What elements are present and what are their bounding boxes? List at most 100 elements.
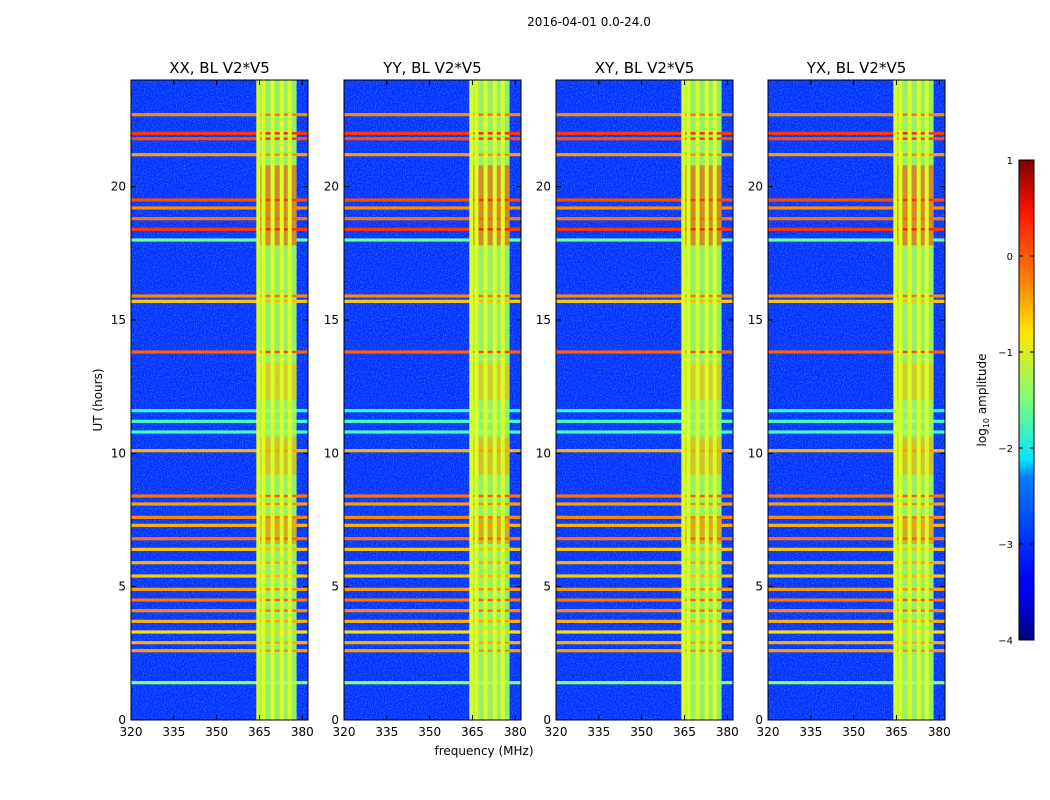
bright-channel [916, 80, 921, 720]
rfi-row [556, 113, 733, 117]
bright-channel [492, 80, 497, 720]
rfi-row [344, 537, 521, 541]
rfi-row [556, 537, 733, 541]
x-tick-label: 365 [461, 725, 484, 739]
rfi-row [768, 598, 945, 602]
y-tick-label: 5 [543, 580, 551, 594]
band-rfi-row [681, 537, 722, 540]
band-rfi-row [256, 609, 297, 612]
rfi-row [556, 419, 733, 423]
bright-channel [483, 80, 488, 720]
band-rfi-row [256, 537, 297, 540]
band-rfi-row [893, 537, 934, 540]
rfi-row [131, 113, 308, 117]
colorbar: 10−1−2−3−4 log10 amplitude [975, 156, 1035, 647]
band-rfi-row [681, 300, 722, 303]
rfi-row [768, 523, 945, 527]
rfi-row [131, 198, 308, 202]
band-rfi-row [469, 548, 510, 551]
rfi-row [768, 537, 945, 541]
rfi-row [344, 131, 521, 135]
band-rfi-row [681, 649, 722, 652]
rfi-row [556, 587, 733, 591]
rfi-row [556, 547, 733, 551]
rfi-row [768, 299, 945, 303]
rfi-row [131, 681, 308, 685]
panel-title: YY, BL V2*V5 [382, 59, 481, 77]
x-tick-label: 380 [291, 725, 314, 739]
band-rfi-row [681, 620, 722, 623]
rfi-row [556, 494, 733, 498]
rfi-row [344, 523, 521, 527]
x-tick-label: 335 [799, 725, 822, 739]
rfi-row [131, 294, 308, 298]
rfi-row [131, 574, 308, 578]
bright-channel [704, 80, 709, 720]
band-rfi-row [469, 206, 510, 210]
bright-channel [898, 80, 903, 720]
band-rfi-row [256, 449, 297, 452]
band-rfi-row [256, 630, 297, 634]
band-rfi-row [893, 494, 934, 498]
band-rfi-row [681, 217, 722, 220]
band-rfi-row [893, 548, 934, 551]
rfi-row [131, 449, 308, 453]
band-rfi-row [256, 561, 297, 564]
band-rfi-row [893, 132, 934, 135]
panel-2-heatmap [344, 80, 521, 720]
rfi-row [768, 217, 945, 221]
band-rfi-row [469, 598, 510, 602]
band-rfi-row [469, 494, 510, 498]
bright-channel [893, 80, 898, 720]
colorbar-label: log10 amplitude [975, 354, 991, 447]
rfi-row [768, 198, 945, 202]
y-tick-label: 5 [118, 580, 126, 594]
band-rfi-row [893, 620, 934, 623]
rfi-row [131, 153, 308, 157]
band-rfi-row [256, 198, 297, 202]
rfi-row [131, 598, 308, 602]
colorbar-label-rest: amplitude [975, 354, 989, 418]
x-axis-label: frequency (MHz) [434, 744, 533, 758]
band-rfi-row [681, 574, 722, 578]
bright-channel [469, 80, 474, 720]
panel-3: XY, BL V2*V5 320 335 350 365 380 0 5 10 15 20 [536, 59, 739, 739]
rfi-row [344, 609, 521, 613]
y-tick-label: 0 [331, 713, 339, 727]
rfi-row [556, 227, 733, 231]
rfi-row [344, 238, 521, 242]
rfi-row [768, 619, 945, 623]
y-tick-label: 20 [536, 180, 551, 194]
band-rfi-row [893, 649, 934, 652]
panel-frame [130, 79, 309, 721]
rfi-row [556, 217, 733, 221]
band-rfi-row [893, 516, 934, 519]
bright-channel [474, 80, 479, 720]
x-tick-label: 350 [630, 725, 653, 739]
band-rfi-row [469, 620, 510, 623]
band-rfi-row [681, 137, 722, 140]
y-tick-label: 10 [324, 446, 339, 460]
rfi-row [768, 409, 945, 413]
rfi-row [344, 113, 521, 117]
y-tick-label: 0 [118, 713, 126, 727]
rfi-row [556, 206, 733, 210]
y-tick-label: 0 [543, 713, 551, 727]
rfi-row [556, 299, 733, 303]
panel-title: XX, BL V2*V5 [169, 59, 270, 77]
band-rfi-row [469, 113, 510, 116]
y-tick-label: 5 [755, 580, 763, 594]
rfi-row [556, 449, 733, 453]
x-tick-label: 320 [120, 725, 143, 739]
colorbar-gradient [1018, 159, 1035, 641]
rfi-row [556, 430, 733, 434]
rfi-row [344, 449, 521, 453]
x-tick-label: 320 [545, 725, 568, 739]
band-rfi-row [681, 132, 722, 135]
rfi-row [768, 681, 945, 685]
band-rfi-row [256, 137, 297, 140]
colorbar-tick-label: 0 [1007, 252, 1013, 263]
rfi-row [768, 419, 945, 423]
x-tick-label: 365 [885, 725, 908, 739]
band-rfi-row [469, 641, 510, 644]
